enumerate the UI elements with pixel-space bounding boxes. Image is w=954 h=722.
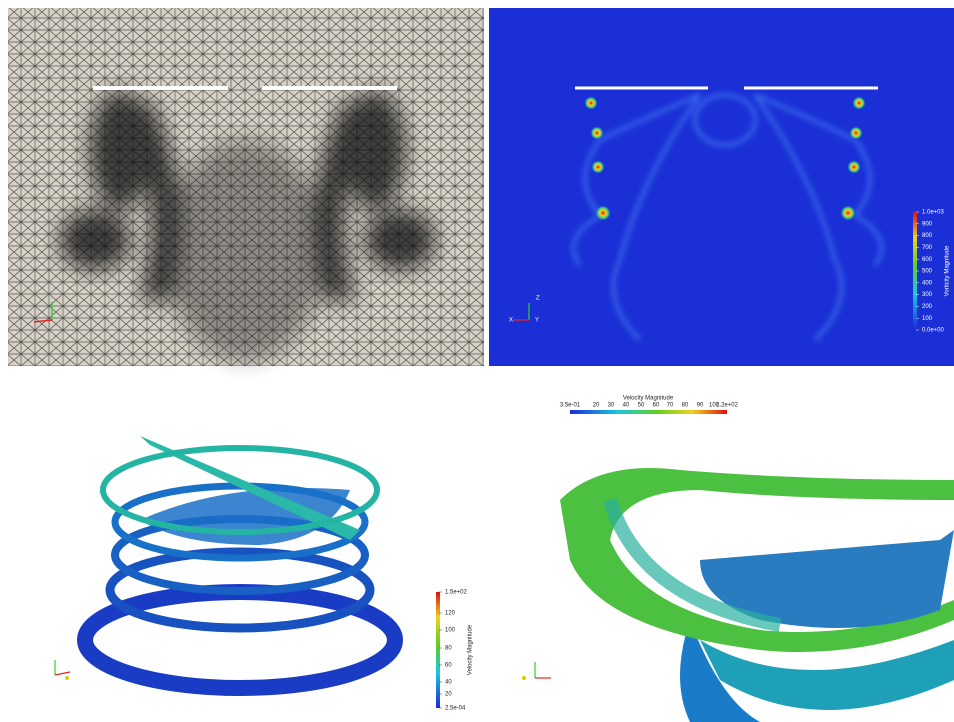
- colorbar-title: Velocity Magnitude: [623, 396, 674, 402]
- colorbar-tick-label: 80: [445, 646, 452, 652]
- colorbar-tick-label: 500: [922, 269, 933, 275]
- colorbar-tick-label: 100: [445, 628, 456, 634]
- colorbar-tick-label: 1.2e+02: [716, 403, 739, 409]
- colorbar-tick-label: 800: [922, 233, 933, 239]
- colorbar-tick-label: 30: [608, 403, 615, 409]
- axis-label: Z: [536, 296, 540, 302]
- colorbar-tick-label: 700: [922, 245, 933, 251]
- colorbar-tick-label: 120: [445, 611, 456, 617]
- vorticity-panel: Z X Y Vorticity Magnitude 1.0e+03 900 800 7…: [489, 8, 954, 366]
- closeup-panel: Velocity Magnitude 3.5e-01 20 30 40 50 60 70 80…: [522, 396, 954, 722]
- mesh-panel: [8, 8, 484, 366]
- colorbar-tick-label: 70: [667, 403, 674, 409]
- colorbar-tick-label: 20: [593, 403, 600, 409]
- axis-label: Y: [535, 318, 539, 324]
- colorbar-tick-label: 0.0e+00: [922, 328, 945, 334]
- colorbar-tick-label: 2.5e-04: [445, 706, 466, 712]
- colorbar-tick-label: 3.5e-01: [560, 403, 581, 409]
- colorbar-tick-label: 80: [682, 403, 689, 409]
- colorbar-tick-label: 60: [445, 663, 452, 669]
- colorbar-tick-label: 300: [922, 292, 933, 298]
- colorbar-tick-label: 1.0e+03: [922, 210, 945, 216]
- colorbar: [570, 410, 727, 414]
- colorbar-tick-label: 90: [697, 403, 704, 409]
- colorbar-tick-label: 900: [922, 221, 933, 227]
- colorbar-tick-label: 600: [922, 257, 933, 263]
- colorbar-tick-label: 40: [445, 680, 452, 686]
- colorbar-title: Velocity Magnitude: [468, 624, 474, 675]
- axis-label: X: [509, 318, 513, 324]
- colorbar-tick-label: 50: [638, 403, 645, 409]
- colorbar-tick-label: 60: [653, 403, 660, 409]
- colorbar-title: Vorticity Magnitude: [945, 245, 951, 296]
- colorbar-tick-label: 200: [922, 304, 933, 310]
- colorbar-tick-label: 20: [445, 692, 452, 698]
- figure: Z X Y Vorticity Magnitude 1.0e+03 900 800 7…: [0, 0, 954, 722]
- colorbar-tick-label: 100: [922, 316, 933, 322]
- colorbar-tick-label: 40: [623, 403, 630, 409]
- colorbar-tick-label: 1.5e+02: [445, 590, 468, 596]
- rotor-wake-panel: Velocity Magnitude 1.5e+02 120 100 80 60 40 20…: [55, 436, 474, 712]
- colorbar: [436, 592, 440, 708]
- colorbar-tick-label: 400: [922, 280, 933, 286]
